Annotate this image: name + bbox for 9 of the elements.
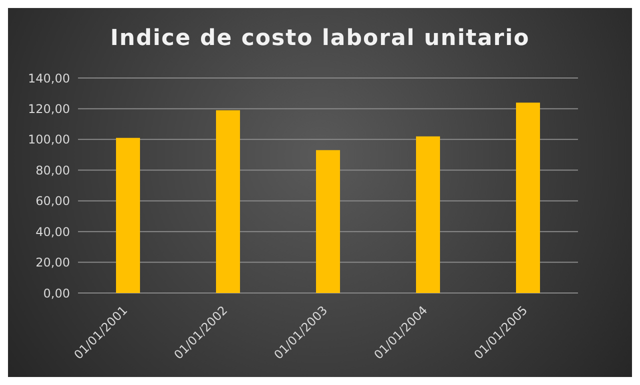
y-tick-label: 120,00 [28, 102, 70, 116]
y-tick-label: 140,00 [28, 71, 70, 86]
y-tick-label: 20,00 [36, 256, 70, 270]
chart-title: Indice de costo laboral unitario [109, 26, 531, 51]
y-tick-label: 80,00 [36, 163, 70, 178]
y-tick-label: 40,00 [36, 224, 70, 239]
y-tick-label: 0,00 [43, 286, 70, 300]
y-tick-label: 100,00 [28, 132, 70, 147]
y-tick-label: 60,00 [36, 194, 70, 208]
